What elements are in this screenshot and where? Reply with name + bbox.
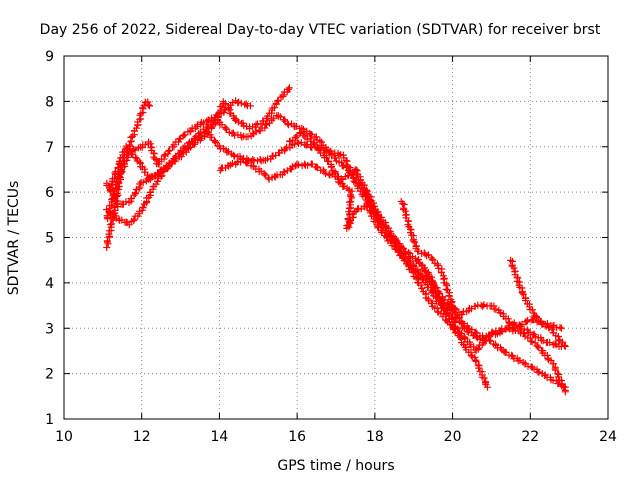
y-tick-label: 2 (45, 367, 54, 383)
y-axis-label: SDTVAR / TECUs (6, 181, 22, 296)
x-tick-label: 10 (55, 429, 73, 445)
x-axis-label: GPS time / hours (277, 458, 394, 474)
y-tick-label: 4 (45, 276, 54, 292)
data-series (103, 84, 569, 396)
y-tick-label: 5 (45, 231, 54, 247)
y-tick-label: 3 (45, 321, 54, 337)
series-markers (103, 129, 569, 396)
x-tick-label: 22 (521, 429, 539, 445)
x-tick-label: 12 (133, 429, 151, 445)
y-tick-label: 8 (45, 94, 54, 110)
series-track-8 (397, 198, 569, 391)
x-tick-label: 18 (366, 429, 384, 445)
grid (64, 56, 608, 419)
series-track-10 (415, 256, 464, 341)
y-tick-label: 7 (45, 140, 54, 156)
series-track-9 (507, 256, 569, 350)
x-tick-label: 14 (211, 429, 229, 445)
series-markers (507, 256, 569, 350)
y-tick-label: 9 (45, 49, 54, 65)
series-markers (397, 198, 569, 391)
x-tick-label: 20 (444, 429, 462, 445)
plot-frame (63, 55, 609, 420)
chart-title: Day 256 of 2022, Sidereal Day-to-day VTE… (40, 22, 601, 38)
y-tick-label: 6 (45, 185, 54, 201)
x-tick-label: 24 (599, 429, 617, 445)
x-tick-label: 16 (288, 429, 306, 445)
series-markers (415, 256, 464, 341)
y-tick-label: 1 (45, 412, 54, 428)
series-track-5 (103, 129, 569, 396)
